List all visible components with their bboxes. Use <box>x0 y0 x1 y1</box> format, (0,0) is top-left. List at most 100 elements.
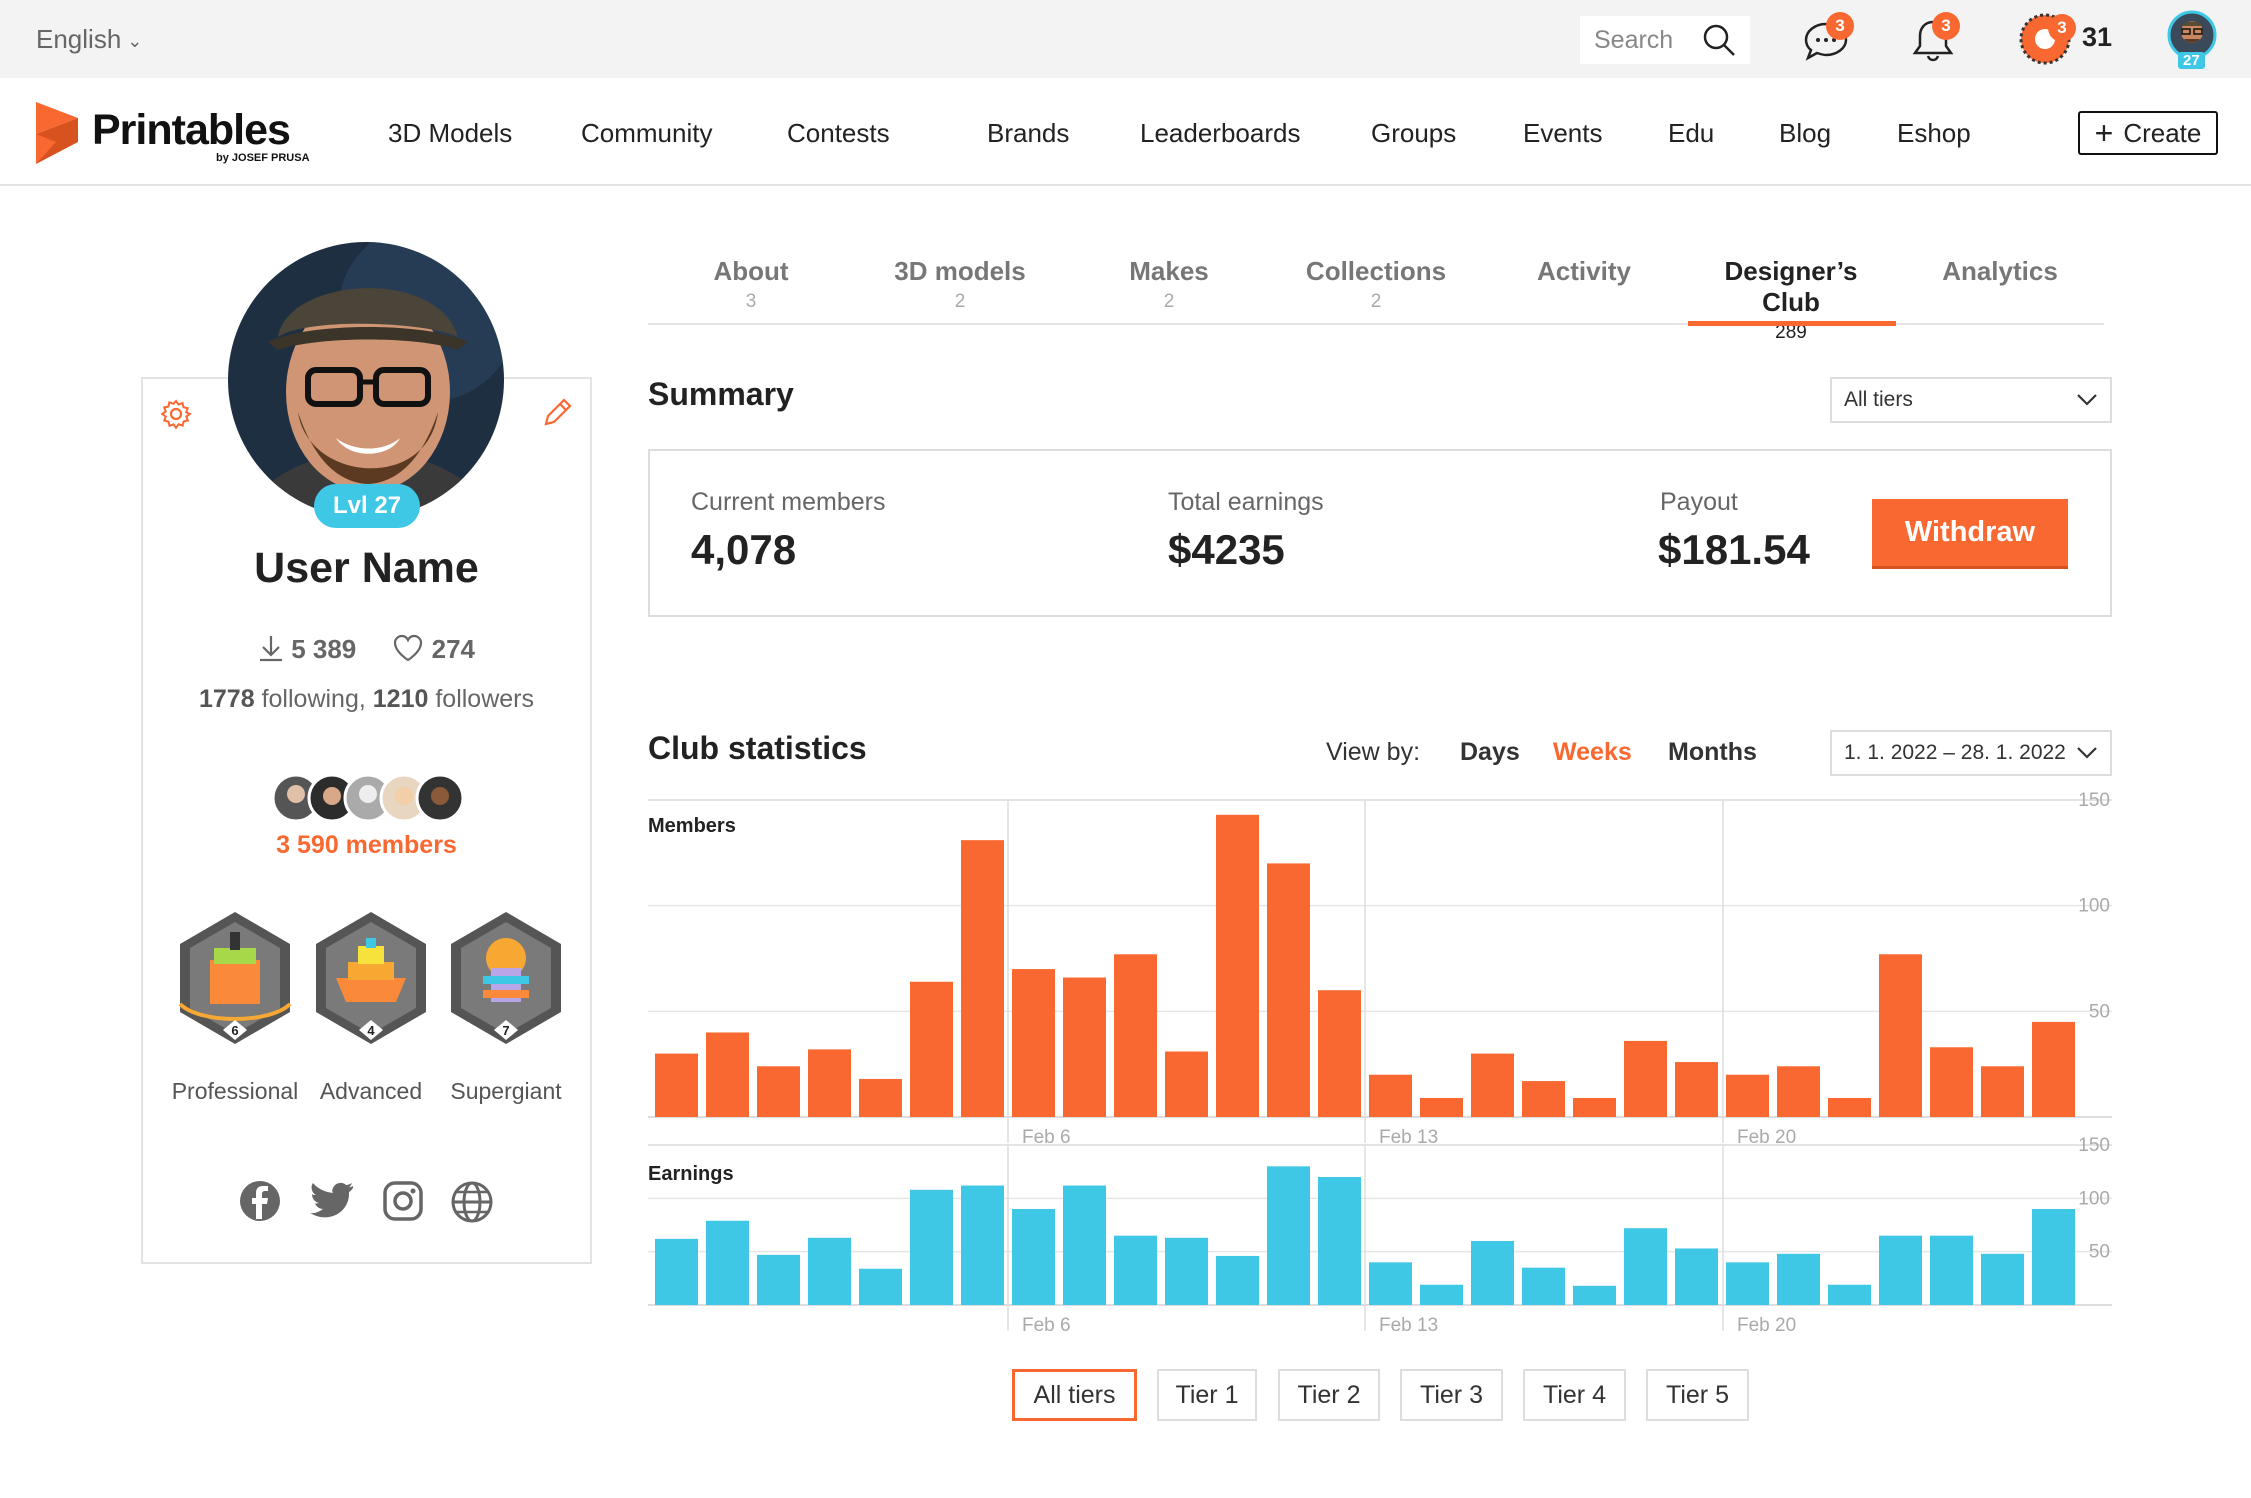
tier-select[interactable]: All tiers <box>1830 377 2112 423</box>
tier-filter-5[interactable]: Tier 5 <box>1646 1369 1749 1421</box>
nav-3d-models[interactable]: 3D Models <box>388 118 513 148</box>
nav-eshop[interactable]: Eshop <box>1897 118 1971 148</box>
view-months-button[interactable]: Months <box>1668 738 1757 766</box>
tab-makes-count: 2 <box>1163 291 1175 312</box>
earnings-bar <box>961 1185 1004 1305</box>
tabs-divider <box>648 323 2104 325</box>
date-range-value: 1. 1. 2022 – 28. 1. 2022 <box>1844 741 2066 764</box>
members-bar <box>1165 1051 1208 1117</box>
downloads-count: 5 389 <box>291 634 357 664</box>
main-navbar <box>0 78 2251 186</box>
globe-icon[interactable] <box>450 1180 494 1224</box>
tab-analytics[interactable]: Analytics <box>1910 256 2090 291</box>
brand-name[interactable]: Printables <box>92 106 291 154</box>
club-statistics-title: Club statistics <box>648 730 867 766</box>
tab-3d-models[interactable]: 3D models 2 <box>870 256 1050 313</box>
prusameter-button[interactable]: 3 <box>2018 12 2076 71</box>
tab-analytics-label: Analytics <box>1942 256 2058 286</box>
brand-sub: by JOSEF PRUSA <box>216 152 310 164</box>
nav-groups[interactable]: Groups <box>1371 118 1457 148</box>
earnings-bar <box>1114 1235 1157 1305</box>
tier-filter-2[interactable]: Tier 2 <box>1278 1369 1380 1421</box>
instagram-icon[interactable] <box>382 1180 424 1222</box>
view-weeks-button[interactable]: Weeks <box>1553 738 1632 766</box>
date-range-select[interactable]: 1. 1. 2022 – 28. 1. 2022 <box>1830 730 2112 776</box>
tier-filter-1[interactable]: Tier 1 <box>1157 1369 1257 1421</box>
top-bar <box>0 0 2251 78</box>
members-y-tick-label: 50 <box>2089 1001 2110 1022</box>
payout-value: $181.54 <box>1658 526 1810 573</box>
earnings-bar <box>1012 1209 1055 1305</box>
earnings-bar <box>1777 1253 1820 1305</box>
member-avatars[interactable] <box>270 772 466 824</box>
create-label: Create <box>2123 117 2202 148</box>
members-bar <box>1471 1053 1514 1117</box>
members-bar <box>757 1066 800 1117</box>
earnings-bar <box>1318 1177 1361 1305</box>
members-bar <box>1522 1081 1565 1117</box>
tab-makes[interactable]: Makes 2 <box>1079 256 1259 313</box>
nav-edu[interactable]: Edu <box>1668 118 1715 148</box>
nav-community[interactable]: Community <box>581 118 713 148</box>
nav-leaderboards[interactable]: Leaderboards <box>1140 118 1301 148</box>
tier-filter-3[interactable]: Tier 3 <box>1400 1369 1503 1421</box>
supergiant-badge-level: 7 <box>502 1023 509 1038</box>
members-bar <box>1675 1062 1718 1117</box>
tab-designers-club[interactable]: Designer’s Club 289 <box>1701 256 1881 344</box>
tab-about-count: 3 <box>745 291 757 312</box>
tab-about[interactable]: About 3 <box>661 256 841 313</box>
pencil-edit-icon[interactable] <box>540 396 574 430</box>
language-selector[interactable]: English ⌄ <box>36 24 142 55</box>
nav-contests[interactable]: Contests <box>787 118 890 148</box>
tab-activity[interactable]: Activity <box>1494 256 1674 291</box>
tab-3d-models-label: 3D models <box>894 256 1026 286</box>
badge-label-professional: Professional <box>171 1078 299 1104</box>
earnings-bar <box>1828 1284 1871 1305</box>
notifications-button[interactable]: 3 <box>1910 12 1960 69</box>
tab-collections[interactable]: Collections 2 <box>1286 256 1466 313</box>
view-days-button[interactable]: Days <box>1460 738 1520 766</box>
earnings-bar <box>1879 1235 1922 1305</box>
followers-label: followers <box>435 685 534 713</box>
professional-badge-level: 6 <box>231 1023 238 1038</box>
gear-icon[interactable] <box>160 398 192 430</box>
tab-about-label: About <box>713 256 789 286</box>
user-avatar-button[interactable] <box>2167 10 2217 65</box>
tab-designers-club-count: 289 <box>1775 322 1807 343</box>
members-bar <box>1828 1097 1871 1117</box>
twitter-icon[interactable] <box>309 1181 355 1221</box>
chevron-down-icon <box>2077 394 2097 406</box>
earnings-bar <box>1471 1241 1514 1305</box>
earnings-bar <box>910 1189 953 1305</box>
members-x-tick-label: Feb 13 <box>1379 1127 1438 1148</box>
facebook-icon[interactable] <box>238 1179 282 1223</box>
withdraw-button[interactable]: Withdraw <box>1872 499 2068 569</box>
follow-stats[interactable]: 1778 following, 1210 followers <box>141 685 592 714</box>
profile-level-badge: Lvl 27 <box>314 484 420 528</box>
tab-designers-club-label: Designer’s Club <box>1724 256 1858 317</box>
followers-count: 1210 <box>372 685 429 713</box>
tier-filter-all[interactable]: All tiers <box>1012 1369 1137 1421</box>
members-bar <box>1930 1047 1973 1117</box>
create-button[interactable]: + Create <box>2078 111 2218 155</box>
nav-brands[interactable]: Brands <box>987 118 1070 148</box>
tier-filter-4[interactable]: Tier 4 <box>1523 1369 1626 1421</box>
download-icon <box>259 636 282 662</box>
nav-events[interactable]: Events <box>1523 118 1603 148</box>
members-bar <box>2032 1021 2075 1117</box>
avatar <box>2167 10 2217 60</box>
members-bar <box>1420 1097 1463 1117</box>
tab-3d-models-count: 2 <box>954 291 966 312</box>
total-earnings-value: $4235 <box>1168 526 1285 573</box>
members-bar <box>910 981 953 1117</box>
profile-photo <box>228 242 504 518</box>
nav-blog[interactable]: Blog <box>1779 118 1832 148</box>
earnings-bar <box>1216 1255 1259 1305</box>
tab-collections-count: 2 <box>1370 291 1382 312</box>
messages-button[interactable]: 3 <box>1802 12 1854 69</box>
members-bar <box>706 1032 749 1117</box>
earnings-y-tick-label: 50 <box>2089 1242 2110 1263</box>
club-members-count[interactable]: 3 590 members <box>276 831 457 859</box>
members-bar <box>961 840 1004 1117</box>
search-input[interactable]: Search <box>1580 16 1750 64</box>
